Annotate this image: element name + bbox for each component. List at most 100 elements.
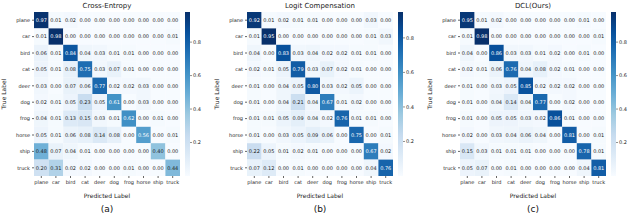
svg-text:0.01: 0.01 [80,148,91,154]
svg-text:0.02: 0.02 [36,99,47,105]
svg-text:dog: dog [21,99,30,106]
svg-text:0.01: 0.01 [336,99,347,105]
svg-text:0.00: 0.00 [579,66,590,72]
svg-text:horse: horse [563,179,577,185]
svg-text:0.01: 0.01 [579,17,590,23]
svg-text:0.40: 0.40 [153,148,164,154]
svg-text:ship: ship [446,148,456,155]
svg-text:0.00: 0.00 [153,50,164,56]
svg-text:0.00: 0.00 [549,148,560,154]
svg-text:0.01: 0.01 [351,115,362,121]
svg-text:0.03: 0.03 [94,66,105,72]
svg-text:cat: cat [235,66,243,72]
svg-text:0.03: 0.03 [366,17,377,23]
svg-text:0.92: 0.92 [249,17,260,23]
svg-text:car: car [448,33,457,39]
svg-text:0.03: 0.03 [138,99,149,105]
svg-text:0.05: 0.05 [462,165,473,171]
svg-text:Predicted Label: Predicted Label [510,192,557,199]
svg-text:0.77: 0.77 [535,99,546,105]
svg-text:0.00: 0.00 [153,132,164,138]
svg-text:0.01: 0.01 [462,33,473,39]
svg-text:0.07: 0.07 [109,66,120,72]
svg-text:dog: dog [110,179,119,186]
svg-text:0.95: 0.95 [462,17,473,23]
svg-text:0.00: 0.00 [366,132,377,138]
svg-text:0.75: 0.75 [351,132,362,138]
svg-text:bird: bird [279,179,289,185]
svg-text:0.01: 0.01 [50,66,61,72]
svg-text:cat: cat [81,179,89,185]
svg-text:0.75: 0.75 [80,66,91,72]
svg-text:0.04: 0.04 [535,132,546,138]
svg-text:0.01: 0.01 [351,66,362,72]
svg-text:0.00: 0.00 [138,66,149,72]
svg-text:0.00: 0.00 [593,17,604,23]
svg-text:0.01: 0.01 [476,17,487,23]
svg-text:0.00: 0.00 [167,115,178,121]
svg-text:0.01: 0.01 [462,115,473,121]
svg-text:ship: ship [153,179,163,186]
svg-text:car: car [265,179,274,185]
svg-text:0.01: 0.01 [50,132,61,138]
svg-text:0.01: 0.01 [307,17,318,23]
svg-text:0.00: 0.00 [535,148,546,154]
svg-text:0.01: 0.01 [263,66,274,72]
svg-text:0.2: 0.2 [619,139,627,145]
svg-text:deer: deer [445,83,457,89]
svg-text:car: car [52,179,61,185]
svg-text:0.00: 0.00 [138,50,149,56]
svg-text:0.07: 0.07 [322,66,333,72]
svg-text:0.01: 0.01 [476,66,487,72]
svg-text:0.05: 0.05 [65,99,76,105]
svg-text:0.05: 0.05 [278,115,289,121]
svg-text:0.03: 0.03 [278,132,289,138]
svg-text:0.4: 0.4 [619,106,627,112]
svg-text:0.02: 0.02 [535,115,546,121]
svg-text:truck: truck [443,165,456,171]
svg-text:truck: truck [166,179,179,185]
svg-text:plane: plane [16,17,30,24]
svg-text:0.02: 0.02 [336,83,347,89]
svg-text:0.8: 0.8 [193,39,201,45]
svg-text:0.77: 0.77 [94,83,105,89]
svg-text:0.02: 0.02 [65,17,76,23]
svg-text:0.00: 0.00 [94,165,105,171]
svg-text:frog: frog [337,179,347,186]
svg-text:0.02: 0.02 [278,17,289,23]
svg-text:0.04: 0.04 [366,165,377,171]
svg-text:0.00: 0.00 [80,17,91,23]
svg-text:0.76: 0.76 [380,165,391,171]
svg-text:0.01: 0.01 [462,83,473,89]
svg-text:0.00: 0.00 [366,66,377,72]
svg-text:0.01: 0.01 [167,33,178,39]
svg-text:0.80: 0.80 [307,83,318,89]
svg-text:car: car [22,33,31,39]
svg-text:0.00: 0.00 [123,99,134,105]
svg-text:0.00: 0.00 [278,165,289,171]
svg-text:0.00: 0.00 [380,83,391,89]
svg-text:0.03: 0.03 [476,148,487,154]
svg-text:0.05: 0.05 [293,83,304,89]
svg-text:0.01: 0.01 [50,17,61,23]
svg-text:0.06: 0.06 [36,50,47,56]
svg-text:0.00: 0.00 [593,66,604,72]
svg-text:0.56: 0.56 [138,132,149,138]
svg-text:bird: bird [20,50,30,56]
svg-text:0.01: 0.01 [380,132,391,138]
svg-text:0.00: 0.00 [123,148,134,154]
svg-text:0.76: 0.76 [336,115,347,121]
svg-text:0.01: 0.01 [278,148,289,154]
svg-text:0.76: 0.76 [506,66,517,72]
svg-text:0.06: 0.06 [322,132,333,138]
svg-text:0.00: 0.00 [80,33,91,39]
svg-text:0.01: 0.01 [123,50,134,56]
svg-text:0.23: 0.23 [80,99,91,105]
svg-text:0.07: 0.07 [249,165,260,171]
svg-text:0.05: 0.05 [278,66,289,72]
svg-text:plane: plane [34,179,48,186]
svg-text:0.00: 0.00 [476,115,487,121]
svg-text:0.01: 0.01 [123,66,134,72]
svg-text:dog: dog [234,99,243,106]
svg-text:0.03: 0.03 [491,132,502,138]
